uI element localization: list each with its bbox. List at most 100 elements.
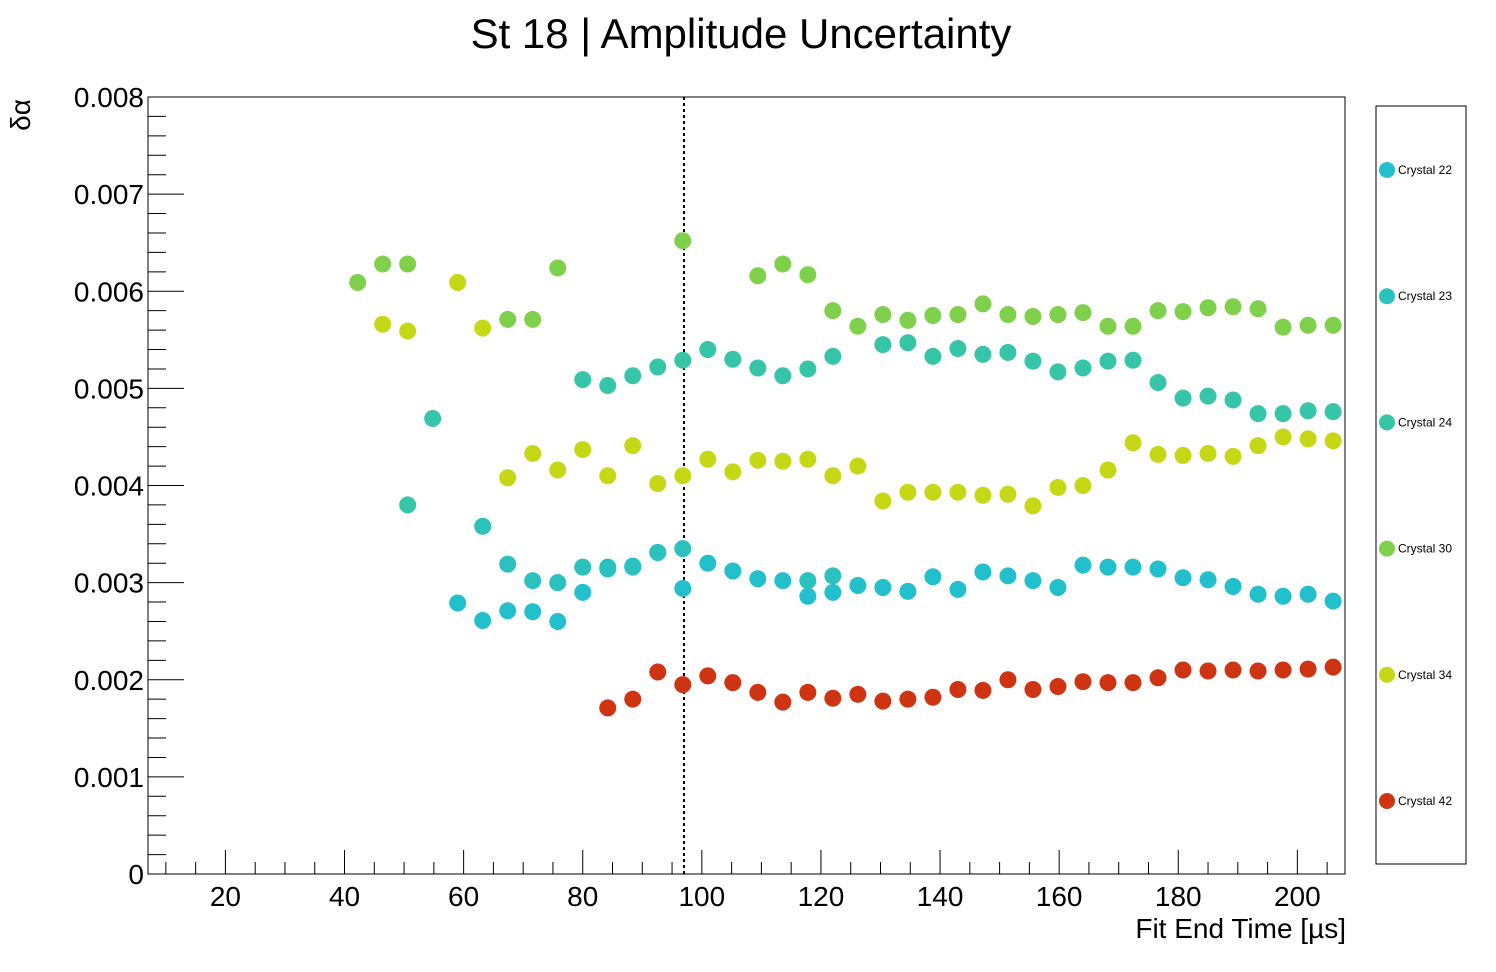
- data-point: [924, 347, 942, 365]
- legend-label: Crystal 22: [1398, 163, 1452, 177]
- legend-marker: [1379, 793, 1395, 809]
- data-point: [774, 255, 792, 273]
- data-point: [749, 359, 767, 377]
- y-tick-label: 0.007: [74, 179, 144, 210]
- data-point: [349, 274, 367, 292]
- data-point: [924, 483, 942, 501]
- data-point: [1199, 387, 1217, 405]
- data-point: [999, 567, 1017, 585]
- data-point: [474, 612, 492, 630]
- data-point: [899, 690, 917, 708]
- data-point: [974, 563, 992, 581]
- x-tick-label: 140: [917, 881, 964, 912]
- data-point: [1049, 678, 1067, 696]
- data-point: [999, 485, 1017, 503]
- y-tick-label: 0.008: [74, 82, 144, 113]
- data-point: [999, 343, 1017, 361]
- data-point: [474, 517, 492, 535]
- data-point: [799, 266, 817, 284]
- data-point: [724, 562, 742, 580]
- data-point: [874, 306, 892, 324]
- x-axis: 20 40 60 80 100 120 140 160 180 200: [165, 850, 1328, 912]
- data-point: [449, 594, 467, 612]
- data-point: [1249, 300, 1267, 318]
- data-point: [574, 441, 592, 459]
- data-point: [1024, 352, 1042, 370]
- data-point: [549, 461, 567, 479]
- data-point: [1099, 674, 1117, 692]
- data-point: [599, 467, 617, 485]
- data-point: [1224, 298, 1242, 316]
- data-point: [699, 341, 717, 359]
- data-point: [699, 450, 717, 468]
- data-point: [574, 583, 592, 601]
- data-point: [524, 572, 542, 590]
- data-point: [949, 340, 967, 358]
- x-tick-label: 80: [567, 881, 598, 912]
- data-point: [599, 560, 617, 578]
- data-point: [599, 699, 617, 717]
- data-point: [674, 676, 692, 694]
- data-point: [1324, 316, 1342, 334]
- data-point: [499, 555, 517, 573]
- data-point: [749, 451, 767, 469]
- data-point: [949, 680, 967, 698]
- data-point: [949, 306, 967, 324]
- data-point: [1074, 477, 1092, 494]
- data-point: [524, 603, 542, 621]
- data-point: [1274, 405, 1292, 423]
- data-point: [374, 255, 392, 273]
- data-point: [899, 334, 917, 352]
- data-point: [774, 572, 792, 590]
- data-point: [1324, 658, 1342, 676]
- data-point: [524, 310, 542, 328]
- data-point: [1274, 661, 1292, 679]
- x-tick-label: 20: [210, 881, 241, 912]
- data-point: [1074, 304, 1092, 322]
- x-tick-label: 120: [798, 881, 845, 912]
- legend-marker: [1379, 666, 1395, 683]
- data-point: [649, 544, 667, 562]
- data-point: [674, 232, 692, 250]
- legend-marker: [1379, 162, 1395, 178]
- data-point: [699, 667, 717, 685]
- data-point: [974, 345, 992, 363]
- data-point: [1074, 359, 1092, 377]
- data-point: [649, 358, 667, 376]
- data-point: [1324, 403, 1342, 421]
- data-point: [1174, 303, 1192, 321]
- data-point: [1149, 560, 1167, 578]
- data-point: [999, 671, 1017, 689]
- data-point: [1299, 402, 1317, 420]
- y-axis: 0 0.001 0.002 0.003 0.004 0.005 0.006 0.007 0.00…: [74, 82, 184, 890]
- data-point: [824, 583, 842, 601]
- data-point: [474, 319, 492, 337]
- data-point: [874, 492, 892, 510]
- data-point: [649, 663, 667, 681]
- data-point: [674, 467, 692, 485]
- data-point: [824, 467, 842, 485]
- series-crystal-23: [474, 517, 842, 592]
- data-point: [1224, 391, 1242, 409]
- data-point: [824, 567, 842, 585]
- data-point: [1149, 669, 1167, 687]
- data-point: [499, 602, 517, 620]
- data-point: [924, 568, 942, 586]
- series-crystal-24: [399, 334, 1342, 514]
- data-point: [1249, 585, 1267, 603]
- data-point: [724, 674, 742, 692]
- data-point: [974, 681, 992, 699]
- data-point: [1174, 389, 1192, 407]
- data-point: [1299, 430, 1317, 448]
- y-tick-label: 0.001: [74, 762, 144, 793]
- y-tick-label: 0: [128, 859, 144, 890]
- data-point: [624, 437, 642, 455]
- y-tick-label: 0.003: [74, 568, 144, 599]
- data-point: [699, 554, 717, 572]
- data-point: [449, 274, 467, 292]
- data-point: [1224, 578, 1242, 596]
- y-tick-label: 0.002: [74, 665, 144, 696]
- data-point: [399, 496, 417, 514]
- data-point: [1249, 662, 1267, 680]
- y-tick-label: 0.005: [74, 373, 144, 404]
